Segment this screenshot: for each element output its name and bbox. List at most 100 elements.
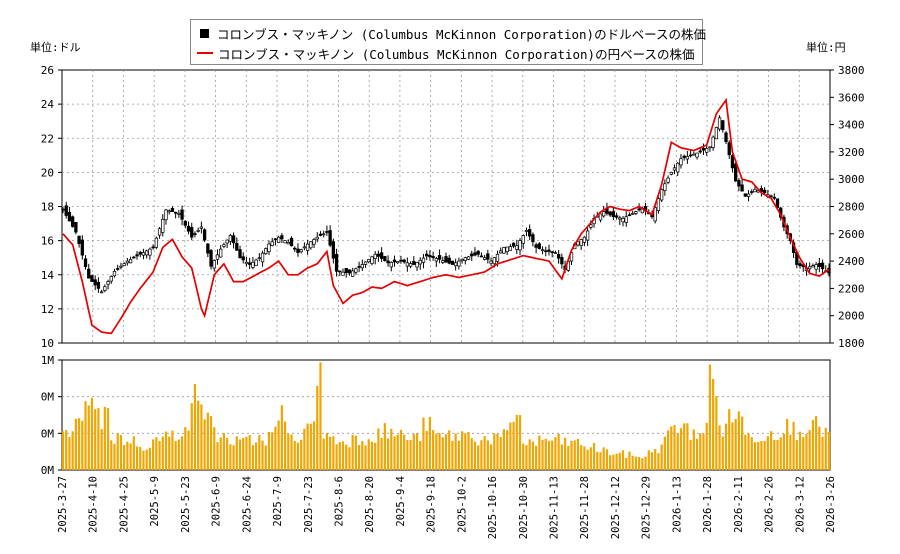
candle-body bbox=[688, 154, 693, 157]
candle-body bbox=[492, 257, 496, 265]
candle-body bbox=[389, 262, 393, 268]
candle-body bbox=[524, 230, 529, 232]
candle-body bbox=[553, 252, 558, 254]
volume-bar bbox=[499, 437, 502, 470]
x-tick-label: 2025-11-13 bbox=[549, 476, 561, 539]
candle-body bbox=[196, 230, 200, 232]
volume-bar bbox=[589, 447, 592, 470]
volume-bar bbox=[403, 434, 406, 470]
candle-body bbox=[415, 262, 419, 268]
candle-body bbox=[302, 246, 307, 249]
right-tick-label: 2800 bbox=[838, 201, 865, 214]
volume-bar bbox=[602, 447, 605, 470]
volume-bar bbox=[763, 440, 766, 470]
candle-body bbox=[289, 237, 294, 247]
volume-bar bbox=[592, 442, 596, 470]
volume-bar bbox=[502, 429, 506, 470]
volume-bar bbox=[460, 431, 464, 470]
volume-bar bbox=[438, 432, 441, 470]
volume-bar bbox=[506, 430, 509, 470]
volume-bar bbox=[486, 440, 489, 470]
candle-body bbox=[186, 225, 191, 232]
candle-body bbox=[322, 233, 326, 236]
candle-body bbox=[157, 228, 162, 236]
x-tick-label: 2026-3-26 bbox=[825, 476, 837, 533]
volume-bar bbox=[782, 433, 786, 470]
volume-bar bbox=[193, 383, 197, 470]
candle-body bbox=[244, 261, 249, 265]
candle-body bbox=[454, 262, 458, 267]
candle-body bbox=[264, 248, 268, 254]
candle-body bbox=[199, 226, 204, 229]
volume-bar bbox=[612, 454, 615, 470]
candle-body bbox=[270, 241, 274, 246]
candle-body bbox=[714, 127, 719, 140]
candle-body bbox=[299, 249, 303, 253]
volume-bar bbox=[87, 405, 90, 470]
candle-body bbox=[734, 163, 738, 182]
candle-body bbox=[508, 246, 513, 251]
volume-bar bbox=[827, 432, 831, 470]
candle-body bbox=[730, 155, 735, 169]
candle-body bbox=[338, 270, 342, 273]
candle-body bbox=[251, 261, 255, 268]
volume-bar bbox=[200, 404, 203, 470]
candle-body bbox=[138, 251, 142, 255]
volume-bar bbox=[493, 433, 496, 470]
volume-bar bbox=[300, 439, 303, 470]
candle-body bbox=[482, 257, 487, 260]
volume-bar bbox=[560, 444, 563, 470]
candle-body bbox=[71, 216, 75, 227]
volume-bar bbox=[489, 444, 493, 470]
left-tick-label: 18 bbox=[41, 201, 54, 214]
candle-body bbox=[96, 281, 101, 289]
candle-body bbox=[450, 260, 455, 265]
candle-body bbox=[309, 241, 313, 249]
volume-bar bbox=[345, 444, 348, 470]
volume-bar bbox=[177, 439, 180, 470]
volume-bar bbox=[625, 457, 628, 470]
candle-body bbox=[476, 250, 480, 255]
candle-body bbox=[772, 196, 776, 199]
candle-body bbox=[421, 257, 426, 263]
candle-body bbox=[547, 249, 551, 252]
left-tick-label: 24 bbox=[41, 98, 55, 111]
volume-bar bbox=[705, 422, 708, 470]
candle-body bbox=[125, 260, 130, 264]
volume-bar bbox=[641, 458, 644, 470]
volume-bar bbox=[728, 409, 731, 470]
candle-body bbox=[412, 261, 416, 265]
left-tick-label: 22 bbox=[41, 132, 54, 145]
volume-bar bbox=[631, 455, 634, 470]
candle-body bbox=[90, 275, 94, 282]
volume-bar bbox=[815, 416, 818, 470]
candle-body bbox=[241, 256, 245, 261]
volume-bar bbox=[71, 431, 74, 470]
volume-bar bbox=[496, 433, 499, 470]
candle-body bbox=[631, 212, 635, 215]
volume-bar bbox=[139, 446, 142, 470]
volume-bar bbox=[406, 440, 409, 470]
volume-bar bbox=[538, 435, 541, 470]
x-tick-label: 2025-10-2 bbox=[456, 476, 468, 533]
candle-body bbox=[502, 247, 506, 254]
candle-body bbox=[814, 264, 818, 270]
x-tick-label: 2025-7-23 bbox=[303, 476, 315, 533]
x-tick-label: 2025-12-12 bbox=[610, 476, 622, 539]
candle-body bbox=[87, 268, 91, 279]
candle-body bbox=[531, 234, 535, 243]
volume-bar bbox=[618, 452, 621, 470]
candle-body bbox=[276, 236, 281, 243]
volume-bar bbox=[544, 438, 547, 470]
right-tick-label: 3000 bbox=[838, 173, 865, 186]
x-tick-label: 2025-9-4 bbox=[395, 476, 407, 527]
volume-bar bbox=[721, 436, 724, 470]
candle-body bbox=[183, 221, 187, 226]
candle-body bbox=[817, 262, 821, 267]
volume-bar bbox=[531, 441, 534, 470]
candle-body bbox=[666, 177, 670, 183]
volume-bar bbox=[97, 408, 100, 470]
x-tick-label: 2025-5-23 bbox=[180, 476, 192, 533]
volume-bar bbox=[232, 445, 235, 470]
volume-bar bbox=[753, 442, 757, 470]
